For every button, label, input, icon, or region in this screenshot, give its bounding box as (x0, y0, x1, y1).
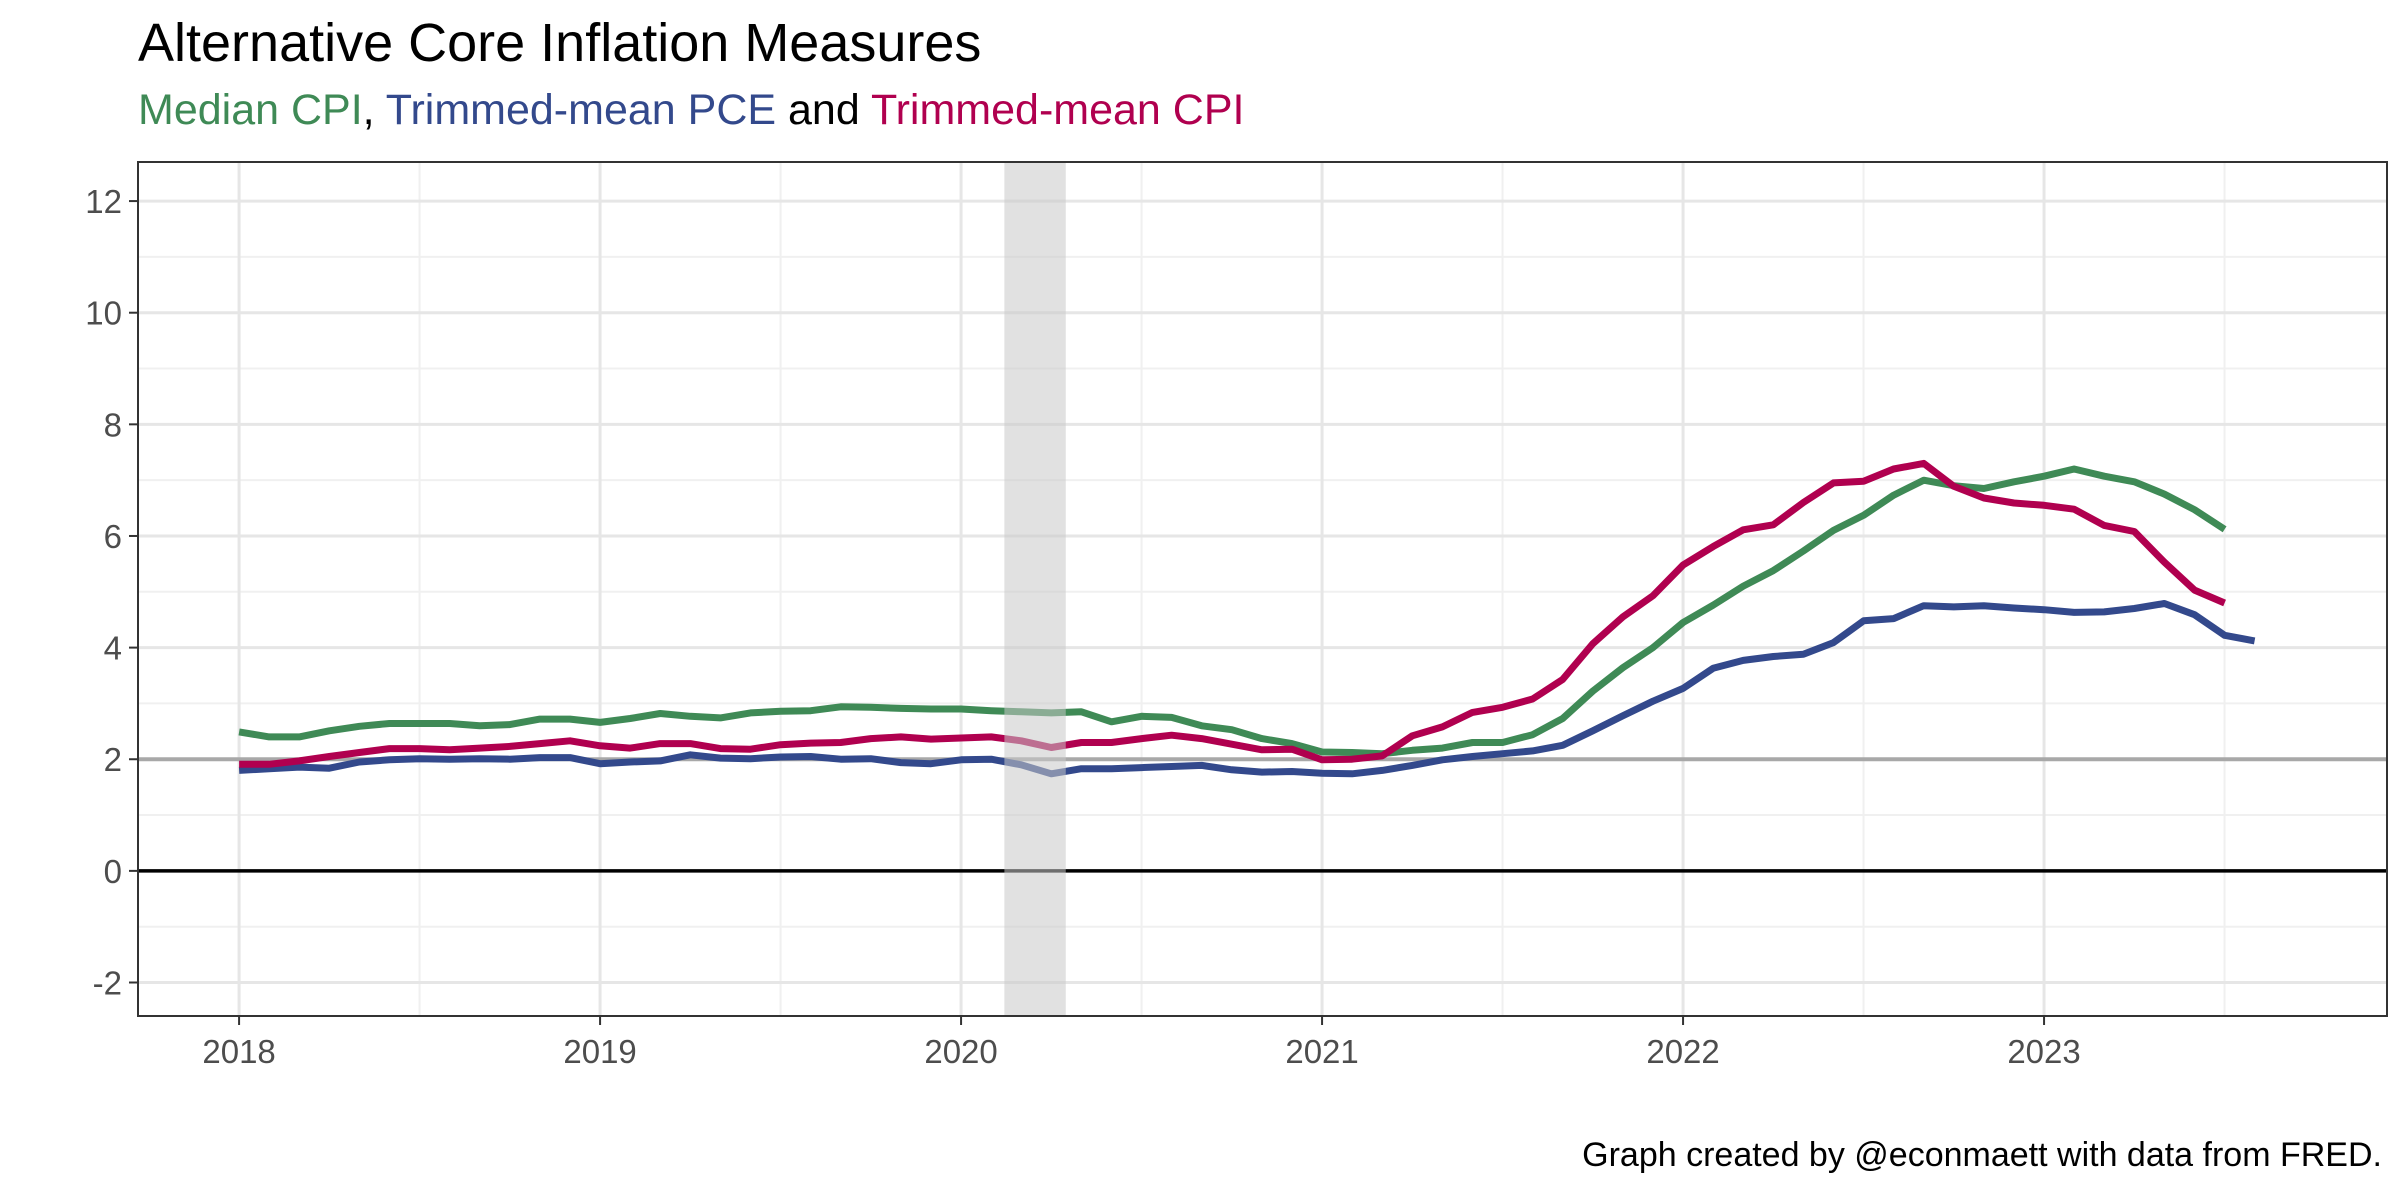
subtitle-separator-1: , (362, 86, 386, 134)
y-tick-label: 2 (104, 741, 122, 778)
chart-subtitle: Median CPI, Trimmed-mean PCE and Trimmed… (138, 86, 1244, 135)
subtitle-median-cpi: Median CPI (138, 86, 363, 134)
x-tick-label: 2022 (1646, 1033, 1719, 1070)
y-tick-label: 10 (85, 295, 122, 332)
y-tick-label: 0 (104, 853, 122, 890)
y-tick-label: 4 (104, 630, 122, 667)
series-line-median-cpi (238, 465, 2227, 758)
x-tick-label: 2021 (1285, 1033, 1358, 1070)
y-tick-label: 6 (104, 518, 122, 555)
x-tick-label: 2023 (2007, 1033, 2080, 1070)
y-tick-label: -2 (93, 965, 122, 1002)
plot-border (137, 161, 2388, 1017)
x-tick-label: 2019 (563, 1033, 636, 1070)
chart-title: Alternative Core Inflation Measures (138, 13, 982, 73)
x-tick-label: 2020 (924, 1033, 997, 1070)
plot-panel (138, 162, 2387, 1016)
y-tick-label: 12 (85, 183, 122, 220)
series-line-trimmed-mean-pce (238, 600, 2256, 778)
subtitle-trimmed-mean-pce: Trimmed-mean PCE (385, 86, 777, 134)
subtitle-separator-2: and (776, 86, 871, 134)
series-line-trimmed-mean-cpi (239, 459, 2226, 768)
recession-band (1004, 162, 1066, 1016)
x-tick-label: 2018 (202, 1033, 275, 1070)
subtitle-trimmed-mean-cpi: Trimmed-mean CPI (870, 86, 1245, 134)
y-tick-label: 8 (104, 406, 122, 443)
chart-caption: Graph created by @econmaett with data fr… (1582, 1136, 2382, 1174)
